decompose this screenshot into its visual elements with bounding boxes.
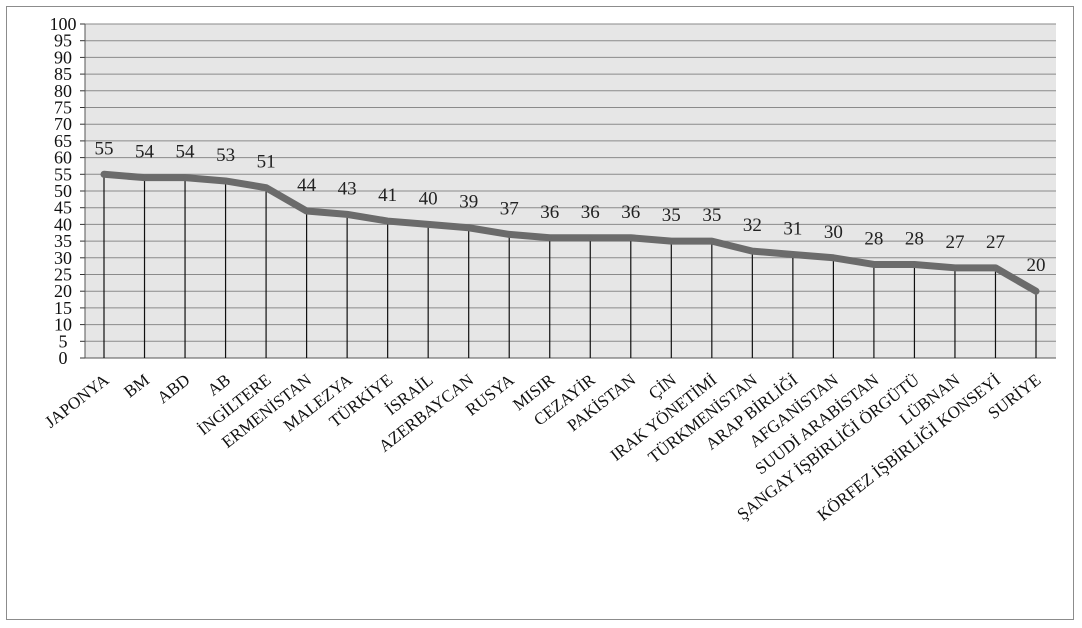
data-label: 43 — [338, 178, 357, 199]
y-tick-label: 100 — [50, 14, 77, 34]
y-tick-label: 20 — [54, 281, 72, 301]
y-tick-label: 50 — [54, 181, 72, 201]
data-label: 31 — [783, 218, 802, 239]
data-label: 20 — [1027, 255, 1046, 276]
y-tick-label: 10 — [54, 315, 72, 335]
y-tick-label: 65 — [54, 131, 72, 151]
data-label: 30 — [824, 222, 843, 243]
data-point — [223, 178, 228, 183]
data-point — [871, 262, 876, 267]
data-label: 55 — [95, 138, 114, 159]
data-point — [102, 172, 106, 177]
data-point — [507, 232, 512, 237]
y-tick-label: 95 — [54, 31, 72, 51]
y-tick-label: 45 — [54, 198, 72, 218]
data-label: 54 — [135, 142, 155, 163]
series-line — [100, 170, 1040, 295]
data-point — [1034, 289, 1038, 294]
data-label: 36 — [540, 202, 559, 223]
data-point — [831, 255, 836, 260]
x-tick-label: ABD — [154, 370, 194, 407]
data-point — [264, 185, 269, 190]
y-tick-label: 80 — [54, 81, 72, 101]
x-tick-label: BM — [120, 370, 153, 401]
data-point — [385, 219, 390, 224]
data-point — [588, 235, 593, 240]
data-point — [547, 235, 552, 240]
data-point — [912, 262, 917, 267]
data-label: 54 — [176, 142, 196, 163]
y-tick-label: 15 — [54, 298, 72, 318]
data-point — [304, 209, 309, 214]
y-tick-label: 40 — [54, 214, 72, 234]
data-point — [790, 252, 795, 257]
y-tick-label: 70 — [54, 114, 72, 134]
data-label: 41 — [378, 185, 397, 206]
data-label: 37 — [500, 198, 519, 219]
y-tick-label: 60 — [54, 148, 72, 168]
y-tick-label: 75 — [54, 98, 72, 118]
data-label: 27 — [986, 232, 1005, 253]
data-label: 28 — [905, 228, 924, 249]
y-tick-label: 5 — [59, 331, 68, 351]
data-point — [709, 239, 714, 244]
data-point — [952, 265, 957, 270]
data-point — [628, 235, 633, 240]
data-point — [426, 222, 431, 227]
y-tick-label: 90 — [54, 47, 72, 67]
data-label: 32 — [743, 215, 762, 236]
data-point — [183, 175, 188, 180]
data-label: 28 — [864, 228, 883, 249]
y-tick-label: 25 — [54, 265, 72, 285]
data-label: 35 — [662, 205, 681, 226]
data-label: 53 — [216, 145, 235, 166]
data-label: 36 — [621, 202, 640, 223]
data-point — [669, 239, 674, 244]
data-point — [993, 265, 998, 270]
x-tick-label: JAPONYA — [41, 370, 113, 432]
data-point — [466, 225, 471, 230]
data-point — [142, 175, 147, 180]
data-label: 39 — [459, 192, 478, 213]
y-tick-label: 0 — [59, 348, 68, 368]
y-tick-label: 55 — [54, 164, 72, 184]
y-tick-label: 30 — [54, 248, 72, 268]
data-label: 27 — [945, 232, 964, 253]
data-label: 35 — [702, 205, 721, 226]
data-point — [750, 249, 755, 254]
data-label: 44 — [297, 175, 317, 196]
data-label: 36 — [581, 202, 600, 223]
data-label: 40 — [419, 188, 438, 209]
y-tick-label: 85 — [54, 64, 72, 84]
data-label: 51 — [257, 152, 276, 173]
y-tick-label: 35 — [54, 231, 72, 251]
data-point — [345, 212, 350, 217]
